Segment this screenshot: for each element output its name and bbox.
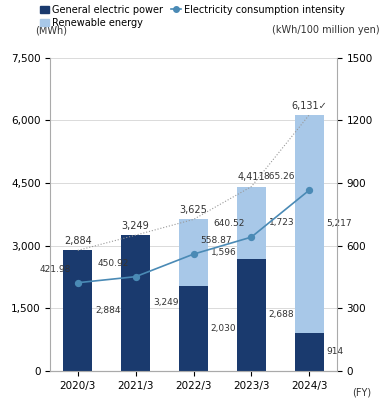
Point [133,274,139,280]
Bar [179,286,208,371]
Point [75,279,81,286]
Bar [295,115,324,332]
Text: 3,625: 3,625 [180,205,207,215]
Bar [179,220,208,286]
Point [190,251,197,258]
Point [306,187,312,194]
Text: 5,217: 5,217 [327,219,352,228]
Text: 2,884: 2,884 [95,306,121,315]
Bar [295,332,324,371]
Text: (MWh): (MWh) [35,25,67,35]
Point [248,234,254,240]
Text: 421.98: 421.98 [39,265,71,274]
Text: 1,723: 1,723 [269,218,295,227]
Text: 2,688: 2,688 [269,310,295,319]
Legend: General electric power, Renewable energy, Electricity consumption intensity: General electric power, Renewable energy… [40,5,344,28]
Bar [237,187,266,259]
Text: 4,411: 4,411 [238,173,265,183]
Text: 3,249: 3,249 [153,298,178,307]
Text: 3,249: 3,249 [122,221,149,231]
Bar [63,250,92,371]
Text: 1,596: 1,596 [211,248,236,257]
Bar [121,235,150,371]
Bar [237,259,266,371]
Text: 450.92: 450.92 [97,259,129,267]
Text: 2,884: 2,884 [64,236,92,246]
Text: 558.87: 558.87 [200,236,232,245]
Text: 914: 914 [327,347,344,356]
Text: (kWh/100 million yen): (kWh/100 million yen) [272,25,379,35]
Text: 865.26: 865.26 [264,172,295,181]
Text: 640.52: 640.52 [213,219,245,228]
Text: 6,131✓: 6,131✓ [291,101,327,111]
Text: 2,030: 2,030 [211,324,236,333]
Text: (FY): (FY) [353,388,372,398]
